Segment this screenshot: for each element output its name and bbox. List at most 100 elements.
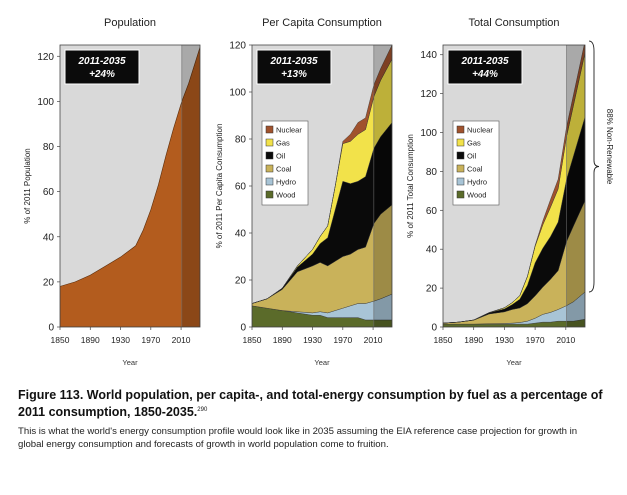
chart-panel-3: 0 20 40 60 80 100 120 140 1850 1890 1930 1970 2010 To… xyxy=(406,17,614,367)
y-tick-label: 0 xyxy=(48,323,54,334)
y-axis-label: % of 2011 Total Consumption xyxy=(406,134,415,238)
x-tick-label: 2010 xyxy=(556,335,575,345)
legend-label-gas: Gas xyxy=(276,139,290,148)
y-tick-label: 60 xyxy=(235,182,247,193)
projection-shade xyxy=(181,45,200,327)
legend-label-gas: Gas xyxy=(467,139,481,148)
y-tick-label: 60 xyxy=(43,187,55,198)
area-nuclear xyxy=(252,45,392,304)
x-tick-label: 1930 xyxy=(111,335,130,345)
legend-swatch-oil xyxy=(456,151,465,160)
figure-caption: Figure 113. World population, per capita… xyxy=(18,388,618,451)
legend-label-wood: Wood xyxy=(276,191,295,200)
y-tick-label: 40 xyxy=(235,229,247,240)
x-tick-label: 1850 xyxy=(434,335,453,345)
legend-swatch-hydro xyxy=(265,177,274,186)
figure: 0 20 40 60 80 100 120 1850 1890 1930 1970 2010 Popul… xyxy=(23,17,614,367)
x-tick-label: 1970 xyxy=(333,335,352,345)
y-axis-label: % of 2011 Population xyxy=(23,148,32,223)
projection-box-change: +13% xyxy=(281,69,307,80)
y-tick-label: 100 xyxy=(229,88,246,99)
y-tick-label: 60 xyxy=(426,206,438,217)
legend-swatch-nuclear xyxy=(265,125,274,134)
legend-swatch-wood xyxy=(265,190,274,199)
y-tick-label: 100 xyxy=(37,97,54,108)
y-tick-label: 20 xyxy=(426,284,438,295)
legend-label-hydro: Hydro xyxy=(467,178,487,187)
caption-title: Figure 113. World population, per capita… xyxy=(18,388,618,420)
legend-label-wood: Wood xyxy=(467,191,486,200)
y-tick-label: 80 xyxy=(235,135,247,146)
x-tick-label: 2010 xyxy=(364,335,383,345)
x-tick-label: 1890 xyxy=(81,335,100,345)
plot-frame xyxy=(442,44,586,328)
legend-label-nuclear: Nuclear xyxy=(467,126,493,135)
y-tick-label: 40 xyxy=(43,232,55,243)
chart-title: Per Capita Consumption xyxy=(262,17,382,29)
y-tick-label: 120 xyxy=(229,41,246,52)
y-tick-label: 140 xyxy=(420,50,437,61)
chart-panel-1: 0 20 40 60 80 100 120 1850 1890 1930 1970 2010 Popul… xyxy=(23,17,201,367)
x-tick-label: 2010 xyxy=(172,335,191,345)
x-tick-label: 1930 xyxy=(495,335,514,345)
y-tick-label: 100 xyxy=(420,128,437,139)
projection-box xyxy=(447,49,523,85)
legend-swatch-coal xyxy=(456,164,465,173)
x-axis-label: Year xyxy=(122,358,138,367)
chart-canvas: 0 20 40 60 80 100 120 1850 1890 1930 1970 2010 Popul… xyxy=(23,17,614,367)
y-tick-label: 0 xyxy=(240,323,246,334)
annotation-label: 88% Non-Renewable xyxy=(605,109,614,185)
caption-body: This is what the world's energy consumpt… xyxy=(18,426,578,450)
projection-box xyxy=(64,49,140,85)
legend-label-hydro: Hydro xyxy=(276,178,296,187)
legend-swatch-wood xyxy=(456,190,465,199)
y-tick-label: 120 xyxy=(420,89,437,100)
legend-swatch-hydro xyxy=(456,177,465,186)
y-tick-label: 120 xyxy=(37,52,54,63)
caption-footnote-mark: 290 xyxy=(197,407,208,413)
plot-area xyxy=(60,45,200,327)
legend-label-oil: Oil xyxy=(276,152,286,161)
y-axis-label: % of 2011 Per Capita Consumption xyxy=(215,124,224,249)
projection-shade xyxy=(566,45,585,327)
chart-title: Population xyxy=(104,17,156,29)
projection-box-years: 2011-2035 xyxy=(77,56,126,67)
y-tick-label: 20 xyxy=(235,276,247,287)
legend-swatch-gas xyxy=(265,138,274,147)
projection-box xyxy=(256,49,332,85)
y-tick-label: 80 xyxy=(426,167,438,178)
projection-box-change: +24% xyxy=(89,69,115,80)
x-axis-label: Year xyxy=(314,358,330,367)
plot-area xyxy=(252,45,392,327)
projection-shade xyxy=(373,45,392,327)
legend-label-nuclear: Nuclear xyxy=(276,126,302,135)
chart-title: Total Consumption xyxy=(468,17,559,29)
projection-box-years: 2011-2035 xyxy=(269,56,318,67)
legend-label-oil: Oil xyxy=(467,152,477,161)
legend-swatch-oil xyxy=(265,151,274,160)
legend-swatch-nuclear xyxy=(456,125,465,134)
x-tick-label: 1850 xyxy=(243,335,262,345)
legend-label-coal: Coal xyxy=(276,165,292,174)
y-tick-label: 20 xyxy=(43,277,55,288)
chart-panel-2: 0 20 40 60 80 100 120 1850 1890 1930 1970 2010 Per C… xyxy=(215,17,393,367)
y-tick-label: 40 xyxy=(426,245,438,256)
x-tick-label: 1850 xyxy=(51,335,70,345)
caption-title-text: Figure 113. World population, per capita… xyxy=(18,388,603,420)
legend-swatch-coal xyxy=(265,164,274,173)
plot-area xyxy=(443,45,585,327)
annotation-brace xyxy=(588,40,600,293)
plot-frame xyxy=(59,44,201,328)
x-axis-label: Year xyxy=(506,358,522,367)
x-tick-label: 1930 xyxy=(303,335,322,345)
x-tick-label: 1970 xyxy=(526,335,545,345)
x-tick-label: 1890 xyxy=(273,335,292,345)
x-tick-label: 1970 xyxy=(141,335,160,345)
legend-label-coal: Coal xyxy=(467,165,483,174)
legend-swatch-gas xyxy=(456,138,465,147)
projection-box-years: 2011-2035 xyxy=(460,56,509,67)
projection-box-change: +44% xyxy=(472,69,498,80)
y-tick-label: 0 xyxy=(431,323,437,334)
area-population xyxy=(60,47,200,327)
area-nuclear xyxy=(443,45,585,324)
